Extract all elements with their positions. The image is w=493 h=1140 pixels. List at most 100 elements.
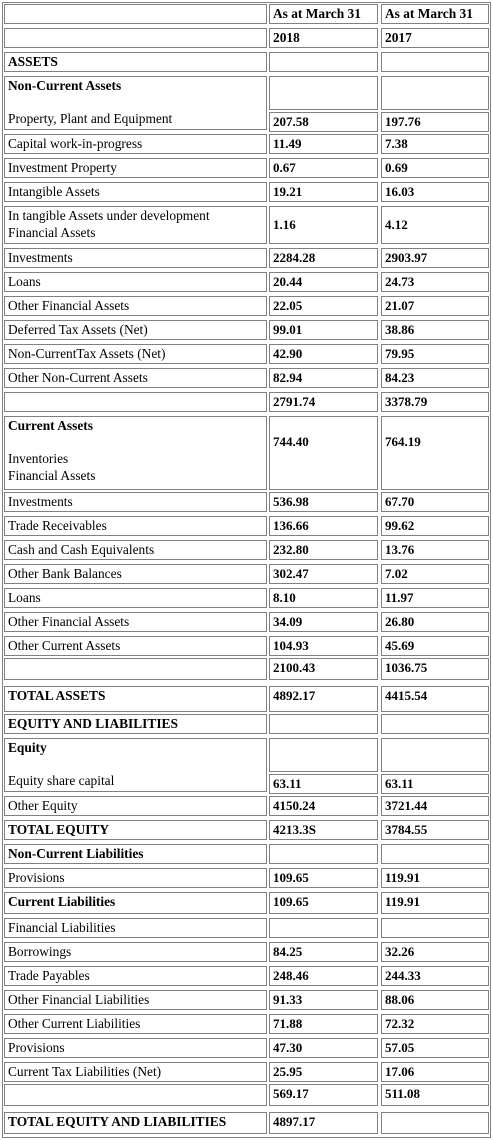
value-text-2018-cur_tax_liab: 25.95 (273, 1064, 303, 1079)
value-text-2018-c_other_fin: 34.09 (273, 614, 303, 629)
value-2018-other_cur_liab: 71.88 (269, 1014, 378, 1034)
value-2018-inv_property: 0.67 (269, 158, 378, 178)
total-text-2017-total_assets: 4415.54 (385, 688, 428, 703)
row-intangible: Intangible Assets (4, 182, 267, 202)
value-text-2017-nc_other_fin: 21.07 (385, 298, 415, 313)
section-current_assets: Current Assets Inventories Financial Asset… (4, 416, 267, 490)
row-label-share_capital: Equity share capital (8, 773, 115, 788)
subtotal-2017-c_total: 1036.75 (381, 658, 489, 680)
subtotal-text-2017-cl_total: 511.08 (385, 1086, 421, 1101)
value-text-2017-deferred_tax: 38.86 (385, 322, 415, 337)
value-2017-nc_investments: 2903.97 (381, 248, 489, 268)
value-2018-cl_provisions: 47.30 (269, 1038, 378, 1058)
value-text-2018-nc_tax: 42.90 (273, 346, 303, 361)
value-text-2017-bank_balances: 7.02 (385, 566, 408, 581)
total-text-2017-cl_header: 119.91 (385, 894, 421, 909)
value-text-2017-other_fin_liab: 88.06 (385, 992, 415, 1007)
subtotal-label-cell (4, 392, 267, 412)
value-text-2017-intangible_dev: 4.12 (385, 217, 408, 232)
header-2018-text: As at March 31 (273, 6, 361, 21)
subtotal-text-2018-cl_total: 569.17 (273, 1086, 309, 1101)
value-2017-cash: 13.76 (381, 540, 489, 560)
value-text-2018-other_cur_liab: 71.88 (273, 1016, 303, 1031)
total-2018-total_eq_liab: 4897.17 (269, 1112, 378, 1134)
section-label-assets: ASSETS (8, 54, 58, 69)
empty-cell-2017 (381, 918, 489, 938)
value-text-2017-share_capital: 63.11 (385, 776, 414, 791)
row-label-trade_payables: Trade Payables (8, 968, 90, 983)
subtotal-text-2017-c_total: 1036.75 (385, 660, 428, 675)
row-label-cwip: Capital work-in-progress (8, 136, 143, 151)
total-label-total_assets: TOTAL ASSETS (8, 688, 106, 703)
row-c_investments: Investments (4, 492, 267, 512)
value-text-2018-deferred_tax: 99.01 (273, 322, 303, 337)
row-other_nc: Other Non-Current Assets (4, 368, 267, 388)
value-2017-cl_provisions: 57.05 (381, 1038, 489, 1058)
row-inv_property: Investment Property (4, 158, 267, 178)
total-text-2017-total_equity: 3784.55 (385, 822, 428, 837)
value-text-2018-nc_investments: 2284.28 (273, 250, 316, 265)
value-text-2017-nc_loans: 24.73 (385, 274, 415, 289)
value-text-2017-nc_tax: 79.95 (385, 346, 415, 361)
value-2018-nc_investments: 2284.28 (269, 248, 378, 268)
row-label-cash: Cash and Cash Equivalents (8, 542, 155, 557)
value-2018-other_fin_liab: 91.33 (269, 990, 378, 1010)
row-label-other_nc: Other Non-Current Assets (8, 370, 148, 385)
row-label-intangible: Intangible Assets (8, 184, 100, 199)
value-text-2017-inventories: 764.19 (385, 434, 421, 449)
row-other_current: Other Current Assets (4, 636, 267, 656)
row-nc_loans: Loans (4, 272, 267, 292)
section-non_current_assets: Non-Current Assets Property, Plant and Eq… (4, 76, 267, 130)
value-2017-inventories: 764.19 (381, 416, 489, 490)
row-label-nc_loans: Loans (8, 274, 41, 289)
value-2017-intangible: 16.03 (381, 182, 489, 202)
value-2017-ppe: 197.76 (381, 112, 489, 132)
total-2017-total_equity: 3784.55 (381, 820, 489, 840)
value-2017-c_investments: 67.70 (381, 492, 489, 512)
row-trade_receivables: Trade Receivables (4, 516, 267, 536)
value-2018-deferred_tax: 99.01 (269, 320, 378, 340)
row-cur_tax_liab: Current Tax Liabilities (Net) (4, 1062, 267, 1082)
row-label-nc_other_fin: Other Financial Assets (8, 298, 130, 313)
value-2018-inventories: 744.40 (269, 416, 378, 490)
row-label-nc_tax: Non-CurrentTax Assets (Net) (8, 346, 166, 361)
row-label-other_equity: Other Equity (8, 798, 78, 813)
value-2018-c_investments: 536.98 (269, 492, 378, 512)
subtotal-label-cell (4, 1084, 267, 1106)
value-text-2017-nc_investments: 2903.97 (385, 250, 428, 265)
value-2018-trade_payables: 248.46 (269, 966, 378, 986)
row-label-ncl_provisions: Provisions (8, 870, 65, 885)
total-row-current_liabilities: Current Liabilities (4, 892, 267, 914)
value-text-2018-c_loans: 8.10 (273, 590, 296, 605)
empty-cell-2018 (269, 918, 378, 938)
section-equity: Equity Equity share capital (4, 738, 267, 792)
value-2017-other_equity: 3721.44 (381, 796, 489, 816)
value-text-2018-other_fin_liab: 91.33 (273, 992, 303, 1007)
value-2018-intangible: 19.21 (269, 182, 378, 202)
row-label-inv_property: Investment Property (8, 160, 117, 175)
row-label-financial-assets: Financial Assets (8, 468, 96, 483)
value-2018-share_capital: 63.11 (269, 774, 378, 794)
value-text-2018-inventories: 744.40 (273, 434, 309, 449)
empty-cell-2017 (381, 76, 489, 110)
total-2018-total_assets: 4892.17 (269, 686, 378, 712)
value-text-2018-cl_provisions: 47.30 (273, 1040, 303, 1055)
row-intangible_dev: In tangible Assets under development Fina… (4, 206, 267, 244)
value-text-2017-intangible: 16.03 (385, 184, 415, 199)
row-label-intangible_dev: In tangible Assets under development (8, 208, 210, 223)
value-text-2017-ncl_provisions: 119.91 (385, 870, 421, 885)
header-2018-cell: As at March 31 (269, 4, 378, 24)
row-label-c_other_fin: Other Financial Assets (8, 614, 130, 629)
row-label-inventories: Inventories (8, 451, 69, 466)
empty-cell-2017 (381, 52, 489, 72)
header-label-cell (4, 28, 267, 48)
total-text-2018-total_assets: 4892.17 (273, 688, 316, 703)
value-text-2018-ppe: 207.58 (273, 114, 309, 129)
empty-cell-2017 (381, 714, 489, 734)
row-label-borrowings: Borrowings (8, 944, 72, 959)
total-row-total_equity_and_liabilities: TOTAL EQUITY AND LIABILITIES (4, 1112, 267, 1134)
total-text-2018-cl_header: 109.65 (273, 894, 309, 909)
value-2018-ncl_provisions: 109.65 (269, 868, 378, 888)
row-label-nc_investments: Investments (8, 250, 73, 265)
